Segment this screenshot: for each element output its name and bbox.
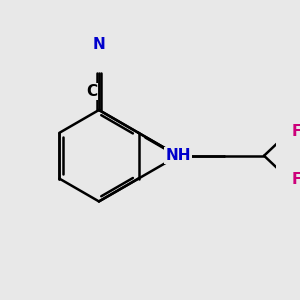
Text: NH: NH <box>165 148 191 163</box>
Text: F: F <box>291 124 300 140</box>
Text: C: C <box>86 84 97 99</box>
Text: F: F <box>291 172 300 187</box>
Text: N: N <box>172 148 184 163</box>
Text: N: N <box>93 37 105 52</box>
